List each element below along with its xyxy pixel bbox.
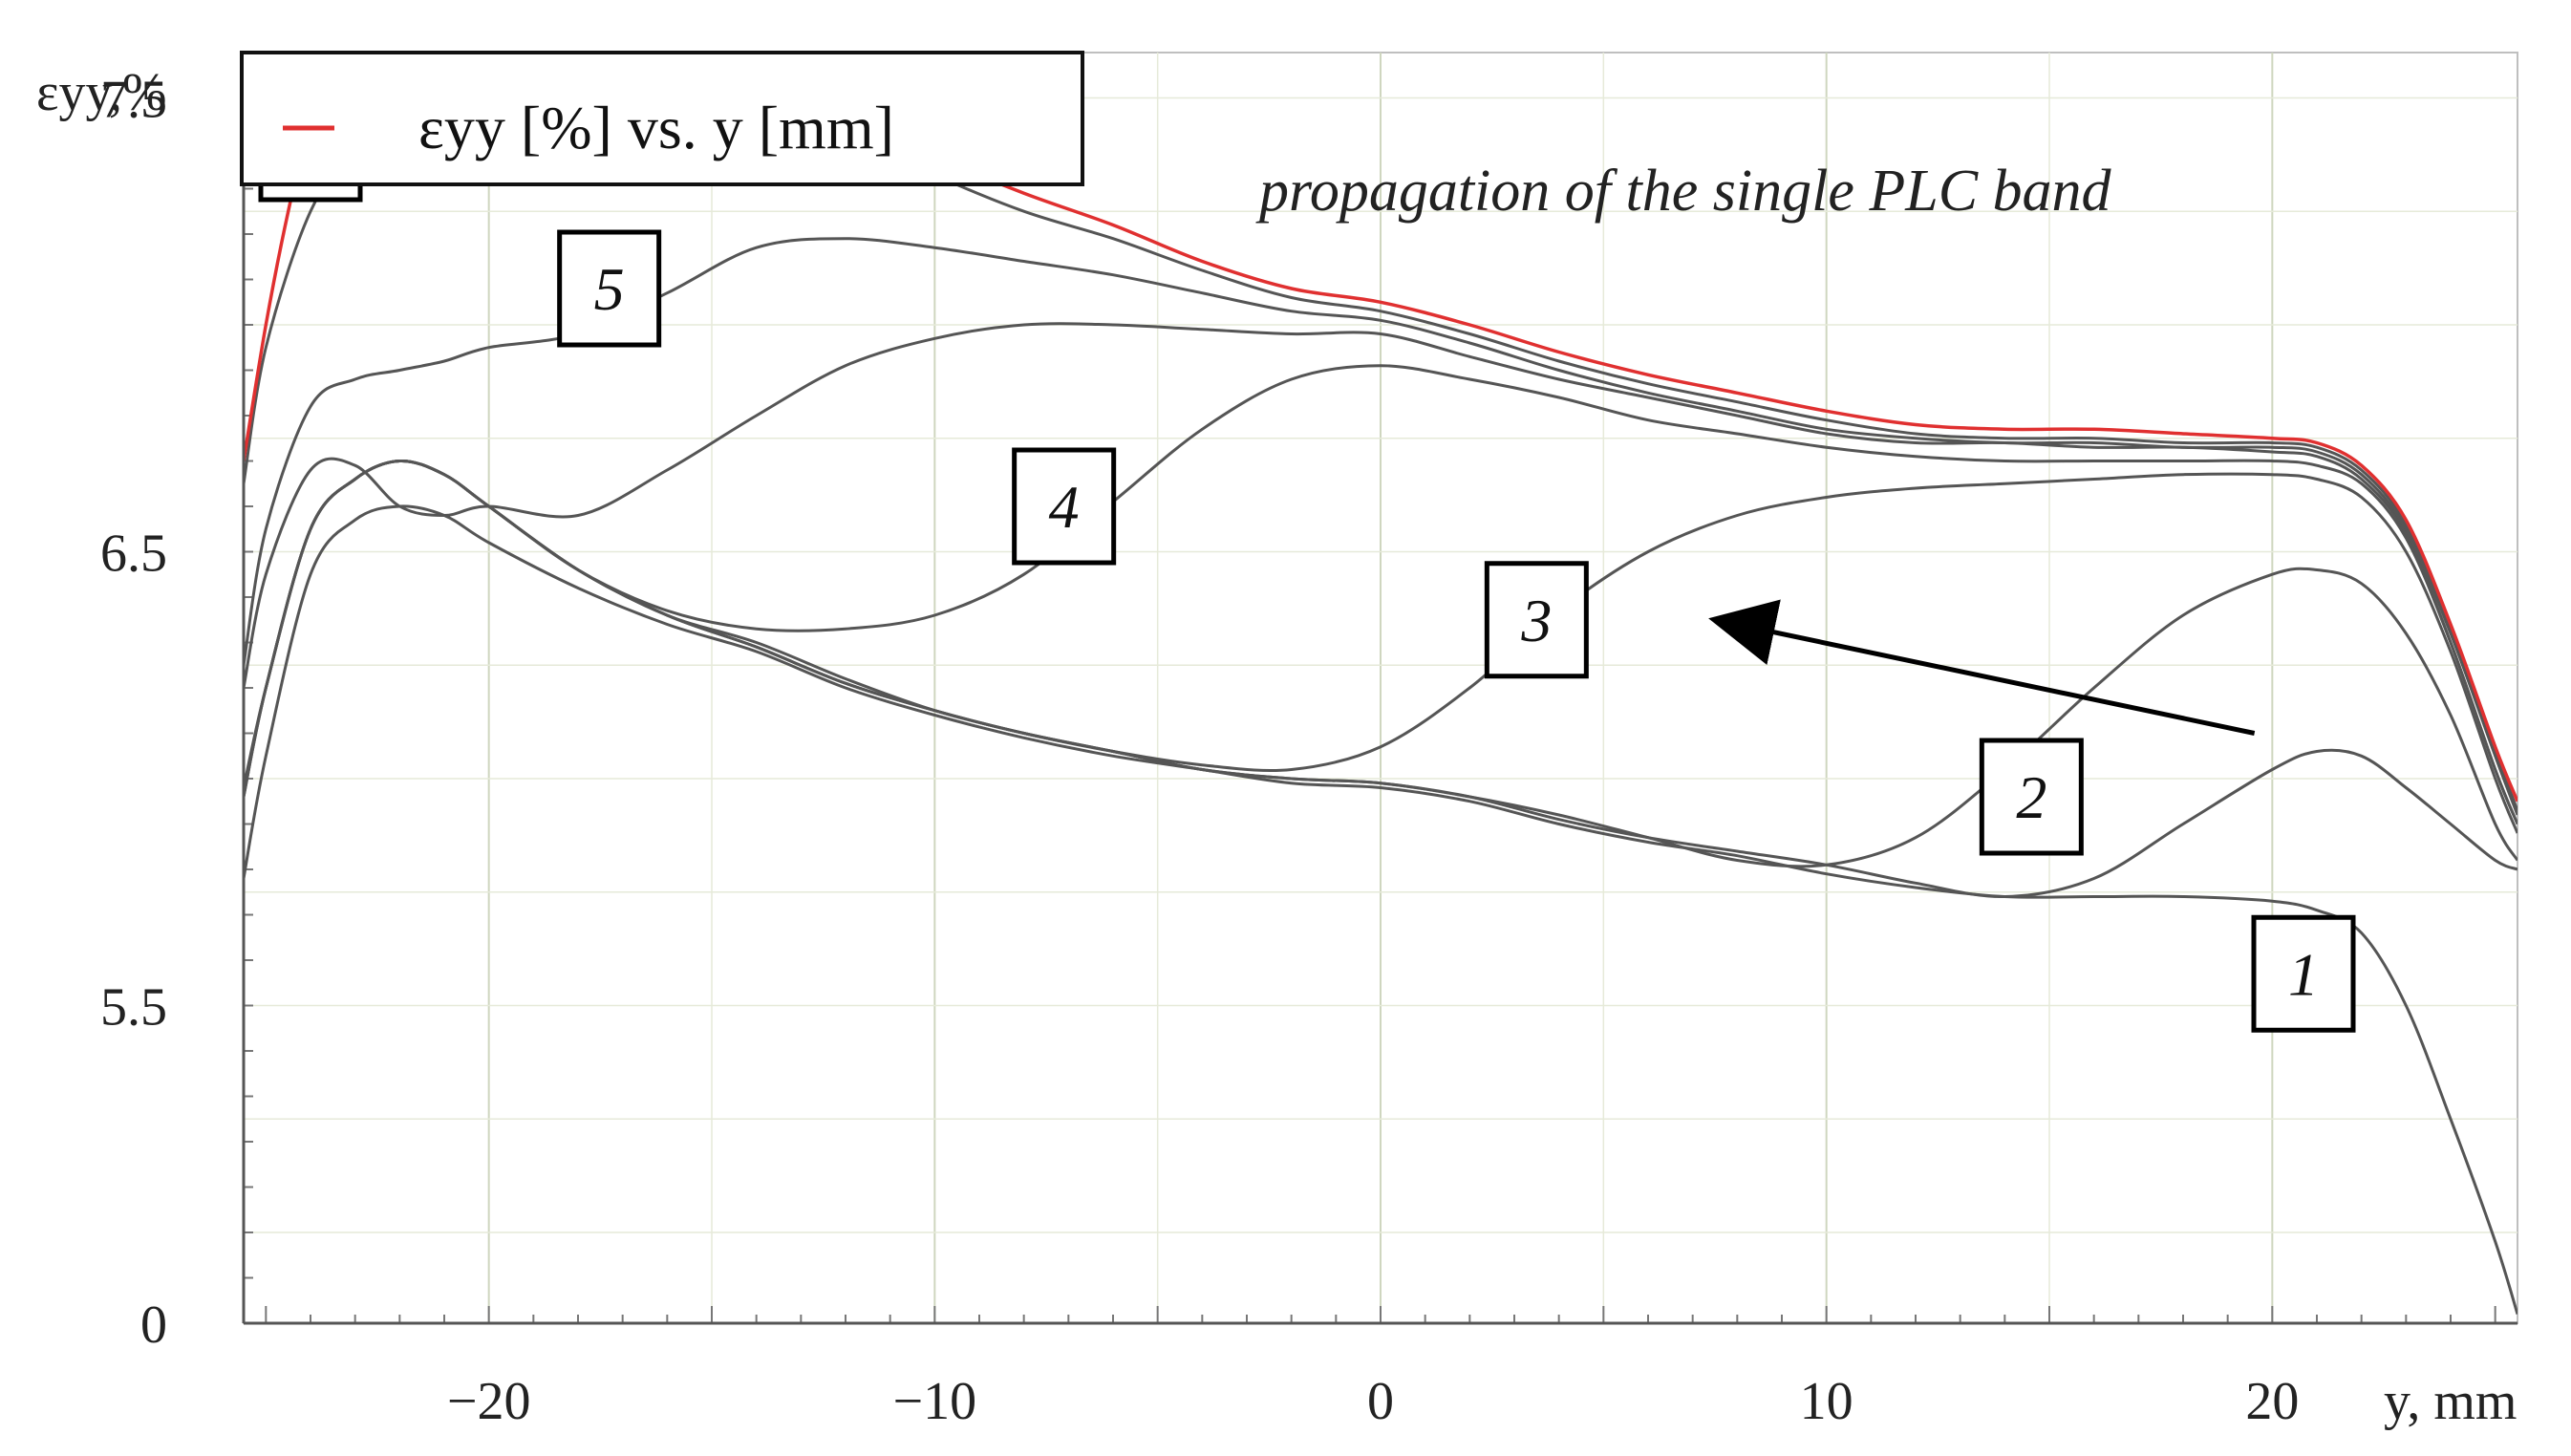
x-tick-label: 20: [2245, 1372, 2299, 1431]
curve-label-5: 5: [557, 229, 662, 348]
curve-label-3: 3: [1484, 561, 1589, 679]
x-axis-label: y, mm: [2384, 1372, 2517, 1431]
x-tick-label: 10: [1800, 1372, 1853, 1431]
x-tick-label: −20: [447, 1372, 531, 1431]
curve-label-text: 1: [2288, 940, 2319, 1008]
series-line-red: [244, 53, 2517, 803]
curve-label-2: 2: [1979, 738, 2084, 856]
y-tick-label: 0: [140, 1295, 167, 1355]
y-tick-label: 6.5: [100, 525, 167, 584]
curve-label-box: [1979, 738, 2084, 856]
gridlines: [244, 53, 2517, 1323]
y-tick-label: 7.5: [100, 71, 167, 130]
x-tick-label: −10: [893, 1372, 977, 1431]
series-line-1: [244, 504, 2517, 1315]
propagation-arrow: [1708, 599, 2256, 736]
y-tick-labels: 7.5 6.5 5.5 0: [100, 71, 167, 1356]
x-tick-label: 0: [1367, 1372, 1394, 1431]
curve-label-text: 3: [1520, 587, 1552, 654]
y-axis-label: εyy,%: [36, 63, 167, 122]
annotation-text: propagation of the single PLC band: [1255, 159, 2112, 224]
curve-label-box: [2251, 914, 2356, 1033]
curve-label-box: [557, 229, 662, 348]
series-line-6: [244, 322, 2517, 825]
x-tick-labels: −20 −10 0 10 20: [447, 1372, 2299, 1431]
arrow-line: [1708, 599, 2256, 736]
legend: εyy [%] vs. y [mm]: [240, 51, 1084, 186]
legend-label: εyy [%] vs. y [mm]: [418, 94, 894, 161]
series-group: [244, 53, 2517, 1315]
curve-label-text: 2: [2016, 763, 2046, 831]
curve-label-1: 1: [2251, 914, 2356, 1033]
curve-label-box: [1484, 561, 1589, 679]
curve-label-box: [1012, 447, 1117, 566]
series-line-7: [244, 237, 2517, 816]
curve-label-text: 4: [1049, 473, 1080, 541]
curve-label-4: 4: [1012, 447, 1117, 566]
series-line-5: [244, 364, 2517, 825]
curve-label-text: 5: [594, 255, 625, 323]
curve-labels: 123456: [258, 84, 2356, 1033]
y-tick-label: 5.5: [100, 978, 167, 1038]
legend-box: [240, 51, 1084, 186]
